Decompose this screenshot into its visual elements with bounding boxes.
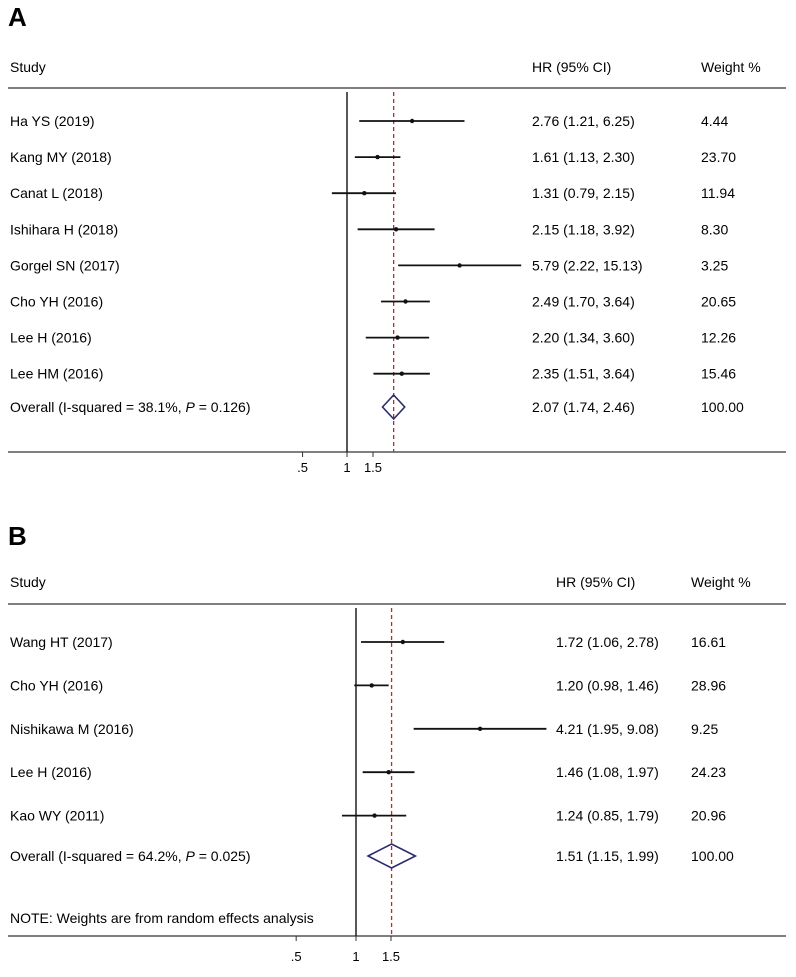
panel-a-tick-label: .5 <box>297 460 308 475</box>
panel-a-study-label: Ishihara H (2018) <box>10 221 118 237</box>
panel-a-study-point <box>457 263 462 268</box>
panel-a-tick-label: 1.5 <box>364 460 382 475</box>
panel-a-study-point <box>375 154 380 160</box>
panel-b-note: NOTE: Weights are from random effects an… <box>10 910 314 926</box>
panel-b-study-hr-text: 1.72 (1.06, 2.78) <box>556 634 659 650</box>
panel-a-label: A <box>8 2 27 32</box>
panel-a-study-weight: 23.70 <box>701 149 736 165</box>
panel-b-study-point <box>477 726 483 731</box>
panel-a-study-hr-text: 2.76 (1.21, 6.25) <box>532 113 635 129</box>
panel-a-tick-label: 1 <box>343 460 350 475</box>
panel-a-study-hr-text: 2.35 (1.51, 3.64) <box>532 366 635 382</box>
panel-a-study-point <box>403 299 408 304</box>
panel-a-study-label: Canat L (2018) <box>10 185 103 201</box>
panel-b-study-weight: 20.96 <box>691 808 726 824</box>
panel-a-study-weight: 15.46 <box>701 366 736 382</box>
panel-a-study-point <box>395 335 400 340</box>
panel-a-study-label: Kang MY (2018) <box>10 149 112 165</box>
panel-a-study-label: Ha YS (2019) <box>10 113 95 129</box>
panel-a-study-weight: 8.30 <box>701 221 728 237</box>
panel-b-overall-label: Overall (I-squared = 64.2%, P = 0.025) <box>10 848 250 864</box>
panel-b-study-point <box>369 683 374 688</box>
panel-a-study-label: Gorgel SN (2017) <box>10 257 120 273</box>
panel-a-study-hr-text: 2.15 (1.18, 3.92) <box>532 221 635 237</box>
panel-a-study-hr-text: 1.61 (1.13, 2.30) <box>532 149 635 165</box>
panel-b-study-label: Kao WY (2011) <box>10 808 104 824</box>
panel-b-study-weight: 9.25 <box>691 721 718 737</box>
panel-b-study-point <box>386 770 391 775</box>
panel-b-overall-diamond <box>366 843 418 869</box>
panel-a-study-point <box>362 191 367 196</box>
panel-a-study-label: Cho YH (2016) <box>10 294 103 310</box>
panel-a-study-hr-text: 5.79 (2.22, 15.13) <box>532 257 643 273</box>
panel-b-header-study: Study <box>10 574 46 590</box>
panel-b-header-weight: Weight % <box>691 574 751 590</box>
panel-b-study-label: Cho YH (2016) <box>10 677 103 693</box>
panel-b-study-weight: 24.23 <box>691 764 726 780</box>
panel-b-study-label: Nishikawa M (2016) <box>10 721 134 737</box>
panel-b-study-label: Lee H (2016) <box>10 764 92 780</box>
panel-a-overall-hr-text: 2.07 (1.74, 2.46) <box>532 399 635 415</box>
panel-b-tick-label: 1 <box>352 949 359 964</box>
panel-a-study-weight: 11.94 <box>701 185 735 201</box>
panel-a-overall-label: Overall (I-squared = 38.1%, P = 0.126) <box>10 399 250 415</box>
panel-a-study-hr-text: 1.31 (0.79, 2.15) <box>532 185 635 201</box>
panel-a-header-study: Study <box>10 59 46 75</box>
panel-b-tick-label: 1.5 <box>382 949 400 964</box>
panel-a-study-weight: 4.44 <box>701 113 728 129</box>
panel-a-overall-diamond <box>381 393 406 421</box>
panel-b-header-hr: HR (95% CI) <box>556 574 635 590</box>
panel-a-study-hr-text: 2.49 (1.70, 3.64) <box>532 294 635 310</box>
panel-b-overall-hr-text: 1.51 (1.15, 1.99) <box>556 848 659 864</box>
panel-a-study-point <box>409 118 415 124</box>
panel-b-overall-weight: 100.00 <box>691 848 734 864</box>
panel-a-header-hr: HR (95% CI) <box>532 59 611 75</box>
panel-a-study-hr-text: 2.20 (1.34, 3.60) <box>532 330 635 346</box>
panel-a-overall-weight: 100.00 <box>701 399 744 415</box>
panel-a-study-weight: 3.25 <box>701 257 728 273</box>
panel-b-study-hr-text: 1.24 (0.85, 1.79) <box>556 808 659 824</box>
panel-a-study-weight: 20.65 <box>701 294 736 310</box>
panel-b-study-point <box>400 639 406 645</box>
panel-a-header-weight: Weight % <box>701 59 761 75</box>
panel-a-study-label: Lee H (2016) <box>10 330 92 346</box>
panel-b-tick-label: .5 <box>291 949 302 964</box>
panel-a-study-point <box>393 227 399 232</box>
panel-b-label: B <box>8 521 27 551</box>
panel-b-study-hr-text: 1.20 (0.98, 1.46) <box>556 677 659 693</box>
panel-a-study-label: Lee HM (2016) <box>10 366 103 382</box>
panel-b-study-label: Wang HT (2017) <box>10 634 113 650</box>
panel-a-study-weight: 12.26 <box>701 330 736 346</box>
panel-b-study-weight: 28.96 <box>691 677 726 693</box>
panel-b-study-hr-text: 1.46 (1.08, 1.97) <box>556 764 659 780</box>
panel-b-study-weight: 16.61 <box>691 634 726 650</box>
panel-b-study-point <box>372 813 377 818</box>
panel-b-study-hr-text: 4.21 (1.95, 9.08) <box>556 721 659 737</box>
panel-a-study-point <box>399 371 404 376</box>
